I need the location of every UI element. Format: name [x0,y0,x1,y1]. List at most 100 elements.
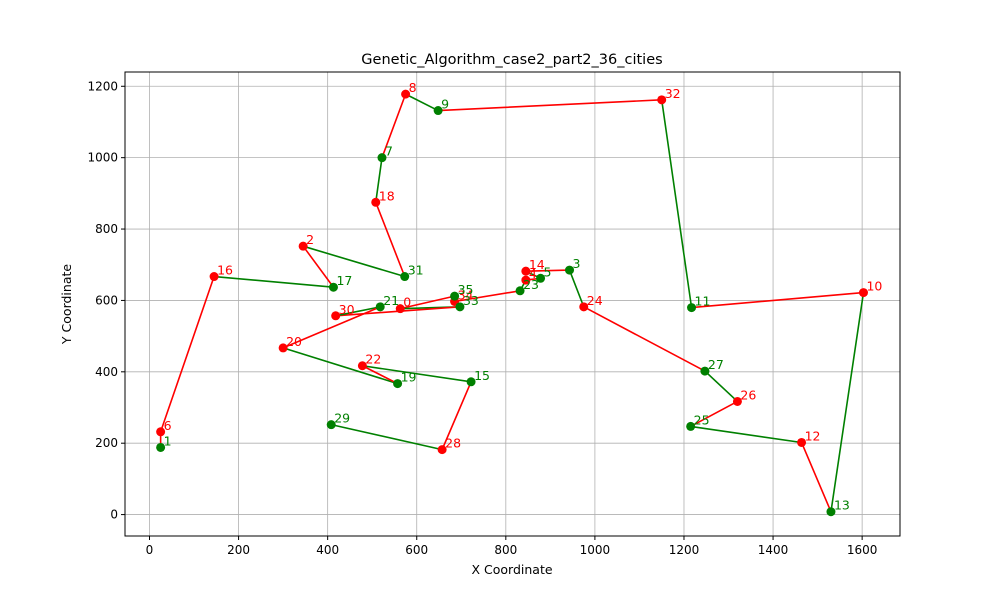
y-tick-label: 600 [95,293,118,307]
tour-segment [689,400,739,428]
city-label: 5 [544,264,552,279]
x-axis-label: X Coordinate [471,562,552,577]
city-point [326,420,336,430]
city-point [298,241,308,251]
tour-segment [361,364,472,383]
city-point [450,291,460,301]
city-label: 19 [401,370,417,385]
tour-segment [399,295,456,310]
city-point [797,437,807,447]
city-point [278,343,288,353]
tour-segment [660,99,693,309]
city-label: 2 [306,232,314,247]
tour-segment [441,381,472,451]
y-tick-label: 400 [95,365,118,379]
city-point [395,304,405,314]
city-label: 23 [523,277,539,292]
city-label: 26 [740,387,756,402]
city-label: 15 [474,368,490,383]
city-point [393,379,403,389]
x-tick-label: 200 [227,543,250,557]
city-label: 16 [217,263,233,278]
tour-segment [830,291,865,513]
tour-segment [525,269,571,272]
city-label: 7 [385,144,393,159]
city-label: 10 [866,279,882,294]
chart-title: Genetic_Algorithm_case2_part2_36_cities [361,52,662,68]
x-tick-label: 400 [316,543,339,557]
axis-ticks: 0 200 400 600 800 1000 1200 1400 160002004006008… [87,79,877,557]
x-tick-label: 600 [405,543,428,557]
y-tick-label: 800 [95,222,118,236]
city-point [357,361,367,371]
city-point [536,273,546,283]
city-point [521,275,531,285]
city-label: 22 [365,352,381,367]
city-label: 25 [694,412,710,427]
tour-segment [690,291,865,309]
city-point [328,282,338,292]
city-label: 14 [529,257,545,272]
city-point [156,442,166,452]
city-label: 9 [441,97,449,112]
city-point [579,302,589,312]
tour-segment [582,306,706,372]
city-label: 17 [336,273,352,288]
tour-segment [704,370,739,403]
city-point [377,153,387,163]
city-point [371,197,381,207]
tour-segment [282,306,382,349]
x-tick-label: 800 [494,543,517,557]
city-label: 34 [458,288,474,303]
tour-segment [800,441,832,513]
city-point [521,266,531,276]
city-label: 24 [587,293,603,308]
city-point [401,89,411,99]
tour-segment [437,99,663,112]
city-label: 35 [458,282,474,297]
y-tick-label: 1200 [87,79,118,93]
city-label: 8 [409,80,417,95]
x-tick-label: 1600 [847,543,878,557]
city-label: 1 [164,433,172,448]
city-point [156,427,166,437]
tour-segment [282,347,399,385]
city-point [826,507,836,517]
tour-segment [374,156,383,204]
city-point [686,421,696,431]
city-label: 32 [665,86,681,101]
tour-segment [159,275,215,433]
tour-segment [213,275,335,289]
city-label: 0 [403,295,411,310]
city-point [515,286,525,296]
city-point [687,303,697,313]
tour-segment [361,364,399,385]
city-point [209,272,219,282]
city-point [433,106,443,116]
city-point [437,445,447,455]
tour-segment [568,269,585,308]
tour-segment [302,245,335,289]
city-point [700,366,710,376]
city-label: 6 [164,418,172,433]
x-tick-label: 1400 [758,543,789,557]
tour-segment [302,245,406,278]
city-point [732,396,742,406]
city-label: 13 [834,498,850,513]
city-point [331,311,341,321]
city-label: 29 [334,411,350,426]
x-tick-label: 1200 [669,543,700,557]
city-label: 31 [408,263,424,278]
city-label: 21 [383,293,399,308]
city-label: 27 [708,357,724,372]
x-tick-label: 0 [146,543,154,557]
city-point [455,302,465,312]
city-label: 4 [529,266,537,281]
city-label: 28 [445,436,461,451]
x-tick-label: 1000 [580,543,611,557]
city-point [375,302,385,312]
y-axis-label: Y Coordinate [59,264,74,345]
